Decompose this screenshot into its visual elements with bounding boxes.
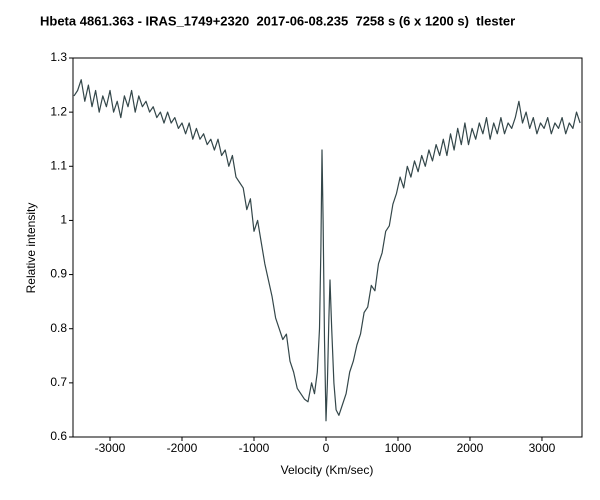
y-tick-label: 1.3: [50, 50, 67, 64]
x-tick-label: 3000: [529, 441, 556, 455]
y-tick-label: 0.8: [50, 321, 67, 335]
x-tick-label: -3000: [95, 441, 126, 455]
x-tick-label: 0: [323, 441, 330, 455]
x-tick-label: -2000: [167, 441, 198, 455]
x-tick-label: 2000: [457, 441, 484, 455]
y-tick-label: 1.2: [50, 104, 67, 118]
x-tick-label: 1000: [385, 441, 412, 455]
y-tick-label: 1.1: [50, 158, 67, 172]
plot-frame: [72, 57, 583, 438]
y-tick-label: 0.7: [50, 375, 67, 389]
y-tick-label: 0.9: [50, 267, 67, 281]
x-tick-label: -1000: [239, 441, 270, 455]
x-axis-title: Velocity (Km/sec): [281, 463, 374, 477]
chart-title: Hbeta 4861.363 - IRAS_1749+2320 2017-06-…: [40, 13, 515, 28]
y-tick-label: 0.6: [50, 429, 67, 443]
spectrum-line: [73, 79, 581, 422]
y-axis-title: Relative intensity: [24, 203, 38, 294]
y-tick-label: 1: [60, 213, 67, 227]
